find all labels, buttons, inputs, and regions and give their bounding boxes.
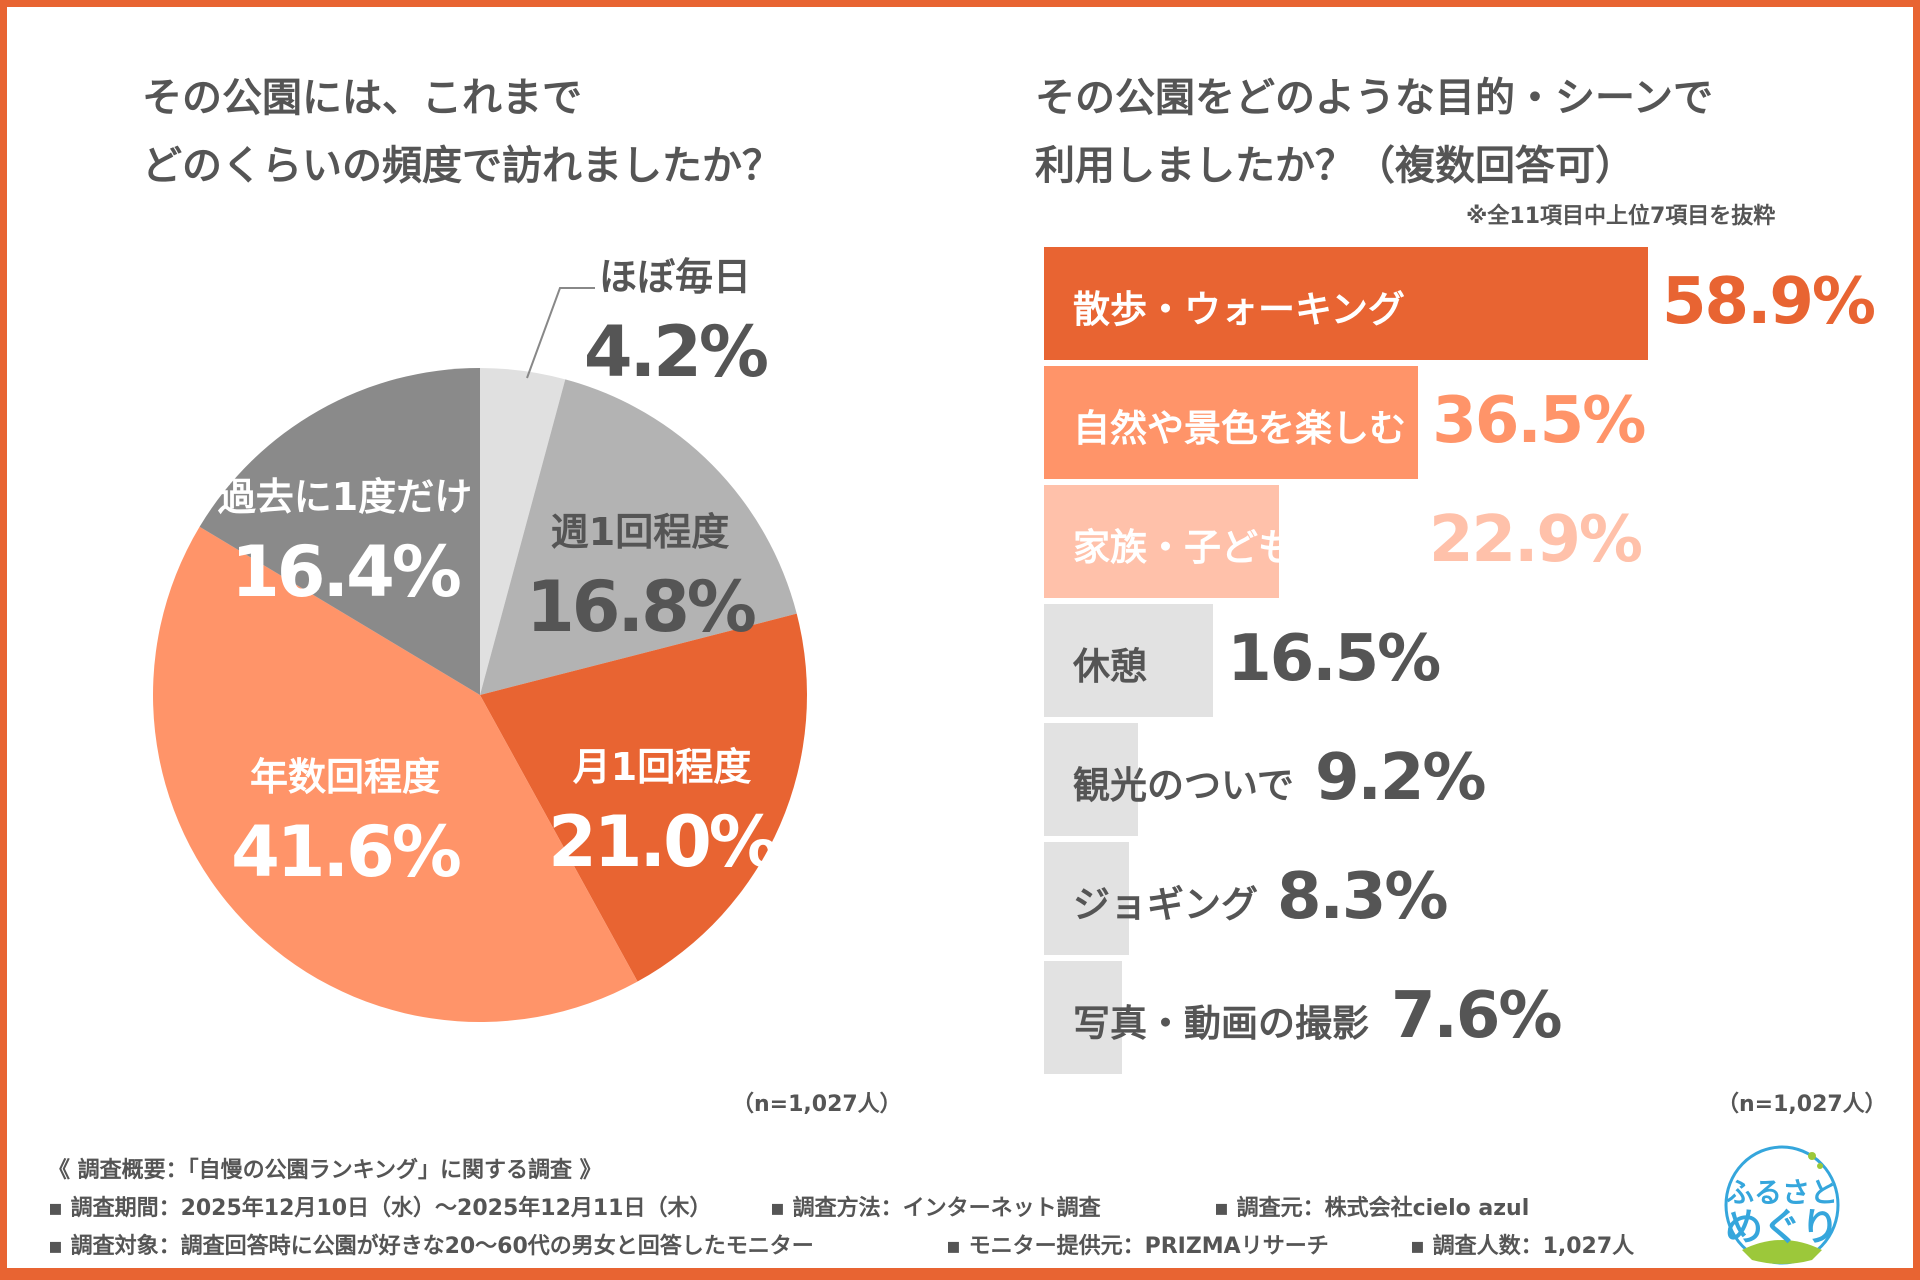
footer-count: ▪ 調査人数：1,027人 <box>1410 1234 1635 1259</box>
bar-value: 58.9% <box>1662 265 1876 339</box>
footer-method: ▪ 調査方法：インターネット調査 <box>770 1196 1101 1221</box>
bar <box>1044 366 1419 479</box>
pie-chart: ほぼ毎日 4.2% 週1回程度 16.8% 月1回程度 21.0% 年数回程度 41.6% 過去… <box>152 255 807 1023</box>
pie-slice-value: 21.0% <box>548 801 777 883</box>
bar-value: 16.5% <box>1227 622 1441 696</box>
furusato-meguri-logo: ふるさと めぐり <box>1724 1145 1840 1265</box>
bar <box>1044 842 1130 955</box>
footer-source: ▪ 調査元：株式会社cielo azul <box>1214 1196 1530 1221</box>
footer-target: ▪ 調査対象：調査回答時に公園が好きな20〜60代の男女と回答したモニター <box>48 1234 814 1259</box>
pie-slice-label: 月1回程度 <box>573 745 751 789</box>
logo-text-2: めぐり <box>1725 1205 1839 1249</box>
bar-title-line: 利用しましたか？（複数回答可） <box>1035 143 1635 189</box>
bar <box>1044 604 1214 717</box>
bar-title-line: その公園をどのような目的・シーンで <box>1035 75 1713 121</box>
bar-label: 観光のついで <box>1073 764 1294 807</box>
footer-period: ▪ 調査期間：2025年12月10日（水）～2025年12月11日（木） <box>48 1196 712 1221</box>
pie-slice-label: 年数回程度 <box>250 755 440 799</box>
pie-slice-label: ほぼ毎日 <box>599 255 751 299</box>
bar-label: ジョギング <box>1073 883 1258 926</box>
bar-label: 散歩・ウォーキング <box>1073 288 1405 331</box>
bar <box>1044 723 1139 836</box>
bar-label: 自然や景色を楽しむ <box>1073 407 1406 450</box>
pie-slice <box>152 526 638 1023</box>
pie-slice-value: 41.6% <box>231 811 460 893</box>
pie-slice-label: 週1回程度 <box>551 510 729 554</box>
pie-slice <box>199 368 480 695</box>
bar-value: 9.2% <box>1315 741 1486 815</box>
bar-value: 22.9% <box>1429 503 1643 577</box>
pie-slice-label: 過去に1度だけ <box>218 475 472 519</box>
footer-heading: 《 調査概要：「自慢の公園ランキング」に関する調査 》 <box>48 1158 602 1183</box>
bar <box>1044 485 1279 598</box>
pie-slice-value: 16.8% <box>526 566 755 648</box>
pie-slice-value: 16.4% <box>231 531 460 613</box>
bar-label: 家族・子どもと遊ぶ <box>1073 526 1406 569</box>
bar-note: ※全11項目中上位7項目を抜粋 <box>1466 204 1776 229</box>
pie-title-line: その公園には、これまで <box>142 75 582 121</box>
pie-slice <box>480 613 807 982</box>
bar-label: 休憩 <box>1073 645 1147 688</box>
pie-sample-size: （n=1,027人） <box>732 1092 902 1117</box>
bar-label: 写真・動画の撮影 <box>1073 1002 1369 1045</box>
pie-slice <box>480 368 566 695</box>
leader-line <box>526 287 595 379</box>
pie-slice-value: 4.2% <box>584 311 767 393</box>
footer-provider: ▪ モニター提供元：PRIZMAリサーチ <box>946 1234 1329 1259</box>
bar-value: 36.5% <box>1432 384 1646 458</box>
bar-value: 7.6% <box>1391 979 1562 1053</box>
bar-sample-size: （n=1,027人） <box>1717 1092 1887 1117</box>
bar-title: その公園をどのような目的・シーンで 利用しましたか？（複数回答可） <box>1035 64 1713 200</box>
pie-slice <box>480 379 797 695</box>
logo-text-1: ふるさと <box>1726 1176 1838 1209</box>
bar <box>1044 961 1122 1074</box>
pie-title: その公園には、これまで どのくらいの頻度で訪れましたか？ <box>142 64 782 200</box>
bar-value: 8.3% <box>1277 860 1448 934</box>
bar <box>1044 247 1648 360</box>
pie-title-line: どのくらいの頻度で訪れましたか？ <box>142 143 782 189</box>
